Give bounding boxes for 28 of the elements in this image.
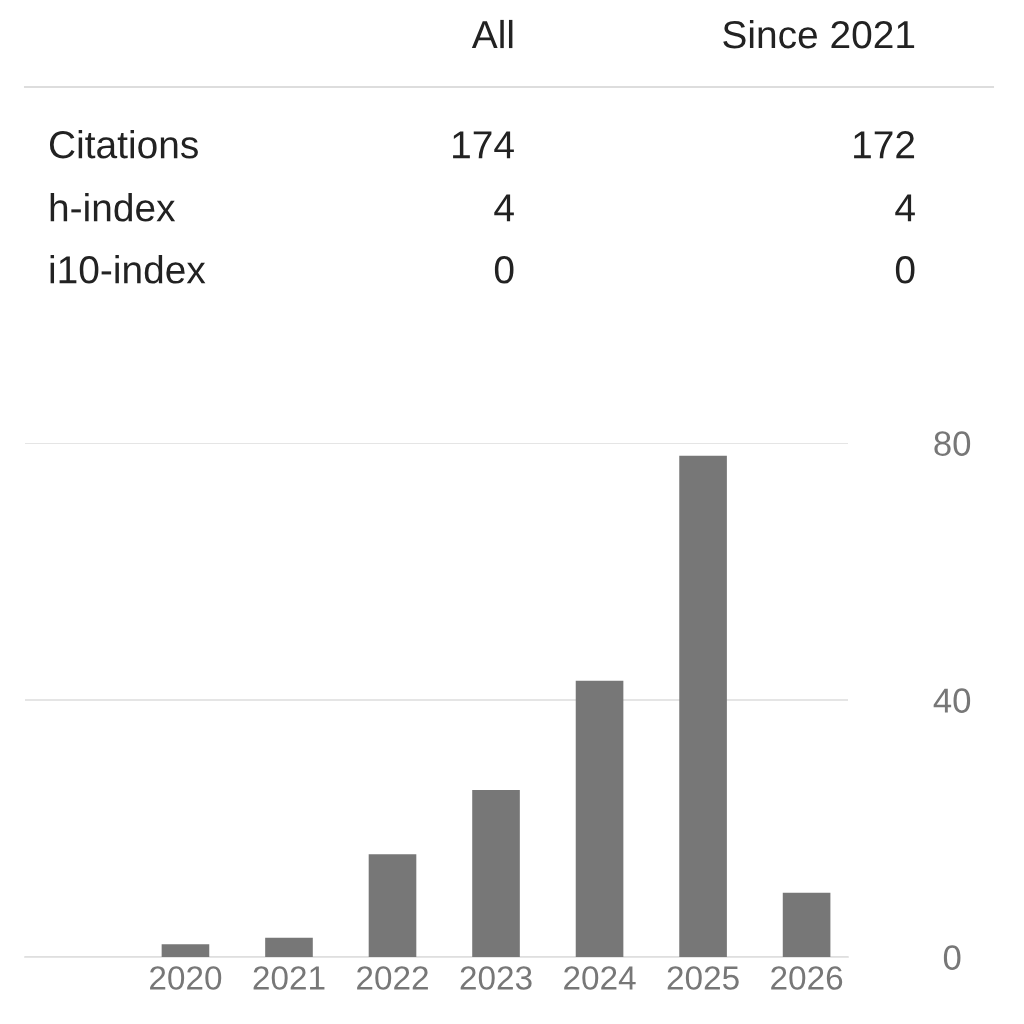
x-tick-label: 2020: [150, 966, 222, 990]
bar: [368, 854, 417, 957]
bar: [472, 789, 520, 957]
x-tick-label: 2021: [253, 966, 325, 990]
bar: [679, 455, 727, 957]
category-label: i10-index: [50, 255, 206, 284]
bar: [265, 937, 313, 957]
bar: [575, 680, 624, 957]
x-tick-label: 2026: [771, 966, 843, 990]
x-tick-label: 2022: [357, 966, 428, 990]
category-label: h-index: [50, 193, 176, 222]
text: 172: [854, 131, 915, 159]
category-label: Citations: [49, 129, 198, 159]
y-tick-label: 40: [933, 688, 971, 713]
text: 4: [494, 194, 514, 222]
text: 4: [895, 194, 915, 222]
text: 0: [494, 256, 514, 284]
y-tick-label: 0: [943, 945, 961, 970]
category-label: Since 2021: [723, 19, 915, 49]
category-label: All: [471, 19, 513, 49]
text: 174: [453, 131, 514, 159]
x-tick-label: 2025: [667, 966, 739, 990]
x-tick-label: 2024: [564, 966, 636, 990]
bar: [161, 944, 210, 957]
text: 0: [895, 256, 915, 284]
y-tick-label: 80: [934, 431, 971, 456]
x-tick-label: 2023: [460, 966, 532, 990]
bar: [782, 892, 831, 957]
